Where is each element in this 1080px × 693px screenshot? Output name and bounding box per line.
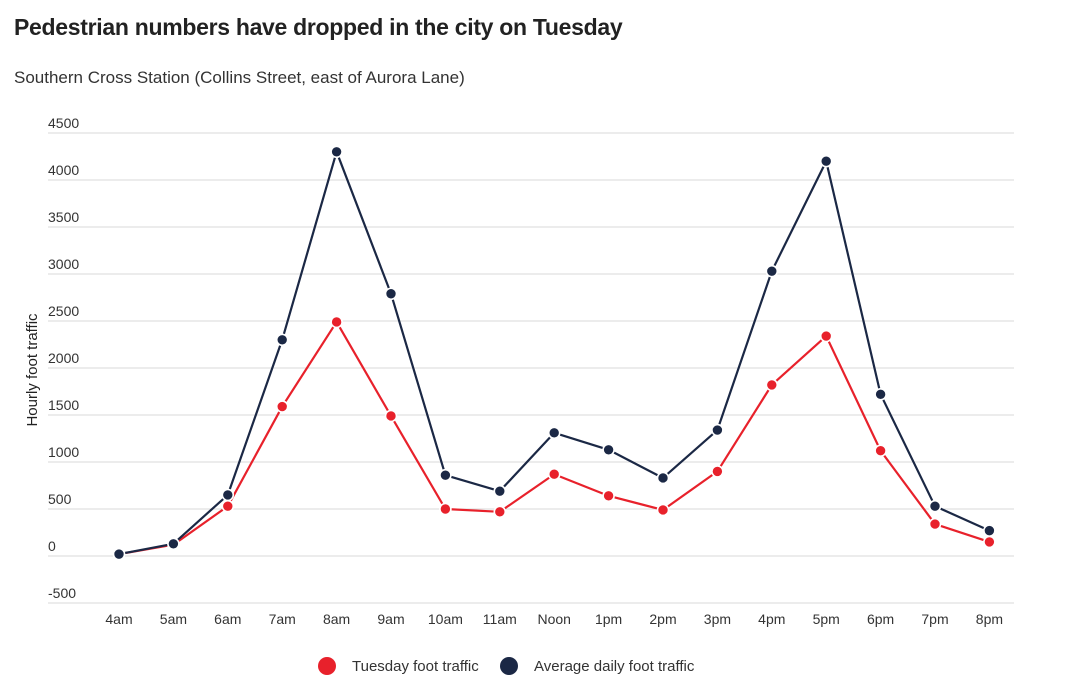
data-point-0 (493, 505, 507, 519)
data-point-0 (384, 409, 398, 423)
x-tick-label: 6am (214, 611, 241, 627)
x-tick-label: 7am (269, 611, 296, 627)
data-point-1 (439, 468, 452, 482)
y-tick-label: 500 (48, 491, 72, 507)
x-tick-label: 10am (428, 611, 463, 627)
x-tick-label: 4am (105, 611, 132, 627)
legend-label-average: Average daily foot traffic (534, 657, 695, 675)
data-point-0 (275, 400, 289, 413)
x-tick-label: 2pm (649, 611, 676, 627)
legend: Tuesday foot traffic Average daily foot … (0, 657, 1080, 683)
y-axis-label: Hourly foot traffic (24, 313, 41, 427)
data-point-0 (221, 499, 235, 513)
y-tick-label: 2000 (48, 350, 79, 366)
data-point-0 (983, 535, 996, 549)
x-tick-label: 8am (323, 611, 350, 627)
data-point-0 (656, 503, 670, 517)
data-point-1 (167, 537, 180, 551)
x-tick-label: 4pm (758, 611, 785, 627)
x-tick-label: Noon (537, 611, 570, 627)
x-tick-label: 6pm (867, 611, 894, 627)
data-point-0 (874, 444, 887, 458)
data-point-1 (874, 388, 887, 401)
x-tick-label: 3pm (704, 611, 731, 627)
data-point-1 (275, 333, 289, 347)
data-point-1 (928, 499, 942, 513)
data-point-0 (928, 517, 942, 531)
data-point-1 (112, 547, 126, 561)
data-point-0 (439, 502, 452, 516)
y-tick-label: 4500 (48, 115, 79, 131)
y-tick-label: 0 (48, 538, 56, 554)
data-point-0 (602, 489, 615, 503)
data-point-0 (819, 329, 833, 343)
legend-label-tuesday: Tuesday foot traffic (352, 657, 479, 675)
x-tick-label: 11am (483, 611, 517, 627)
data-point-1 (221, 488, 235, 502)
data-point-0 (711, 465, 724, 478)
y-tick-label: 3500 (48, 209, 79, 225)
y-tick-label: 1000 (48, 444, 79, 460)
y-tick-label: -500 (48, 585, 76, 601)
chart-title: Pedestrian numbers have dropped in the c… (14, 14, 623, 40)
data-point-0 (547, 467, 561, 481)
chart-subtitle: Southern Cross Station (Collins Street, … (14, 68, 465, 87)
legend-item-average[interactable]: Average daily foot traffic (500, 657, 694, 675)
data-point-1 (819, 154, 833, 168)
data-point-1 (384, 287, 398, 301)
y-tick-label: 4000 (48, 162, 79, 178)
x-tick-label: 1pm (595, 611, 622, 627)
data-point-1 (330, 145, 343, 159)
x-tick-label: 8pm (976, 611, 1003, 627)
line-chart: -500 0 500 1000 1500 2000 2500 3000 3500 4000 4500… (24, 115, 1014, 627)
data-point-1 (547, 426, 561, 440)
data-point-1 (765, 264, 779, 278)
x-tick-label: 9am (377, 611, 404, 627)
x-tick-label: 7pm (921, 611, 948, 627)
legend-marker-average (500, 657, 518, 675)
legend-marker-tuesday (318, 657, 336, 675)
y-tick-label: 2500 (48, 303, 79, 319)
x-tick-label: 5pm (813, 611, 840, 627)
x-tick-label: 5am (160, 611, 187, 627)
data-point-1 (493, 484, 507, 498)
y-tick-label: 1500 (48, 397, 79, 413)
series-line-1 (118, 150, 990, 556)
data-point-0 (330, 315, 343, 329)
data-point-0 (765, 378, 779, 392)
data-point-1 (602, 443, 615, 457)
data-point-1 (711, 423, 724, 437)
y-tick-label: 3000 (48, 256, 79, 272)
legend-item-tuesday[interactable]: Tuesday foot traffic (318, 657, 479, 675)
data-point-1 (656, 471, 670, 485)
data-point-1 (983, 524, 996, 537)
